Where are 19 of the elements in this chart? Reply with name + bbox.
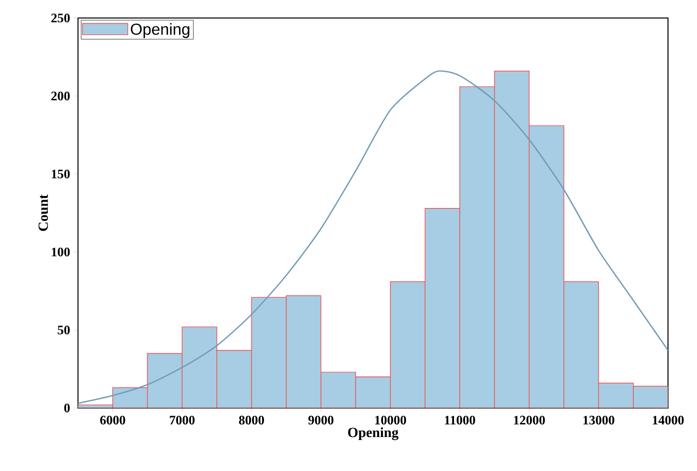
x-tick-label: 7000 xyxy=(170,416,195,425)
x-axis-title: Opening xyxy=(348,427,398,440)
y-tick-label: 250 xyxy=(51,14,70,22)
y-tick-label: 100 xyxy=(52,248,70,256)
line-series xyxy=(78,70,668,404)
x-tick-label: 14000 xyxy=(652,416,684,425)
legend-label: Opening xyxy=(130,23,190,38)
x-tick-label: 12000 xyxy=(514,416,545,425)
x-tick-label: 11000 xyxy=(444,416,476,425)
x-tick-label: 8000 xyxy=(239,416,264,425)
x-tick-label: 9000 xyxy=(308,416,334,425)
x-tick-label: 10000 xyxy=(375,416,406,425)
x-tick-label: 13000 xyxy=(583,416,614,425)
y-tick-label: 50 xyxy=(58,326,70,334)
y-tick-label: 150 xyxy=(52,170,70,178)
y-tick-label: 0 xyxy=(64,404,70,412)
y-tick-label: 200 xyxy=(51,92,70,100)
y-axis-title: Count xyxy=(38,194,48,231)
x-tick-label: 6000 xyxy=(100,416,126,425)
